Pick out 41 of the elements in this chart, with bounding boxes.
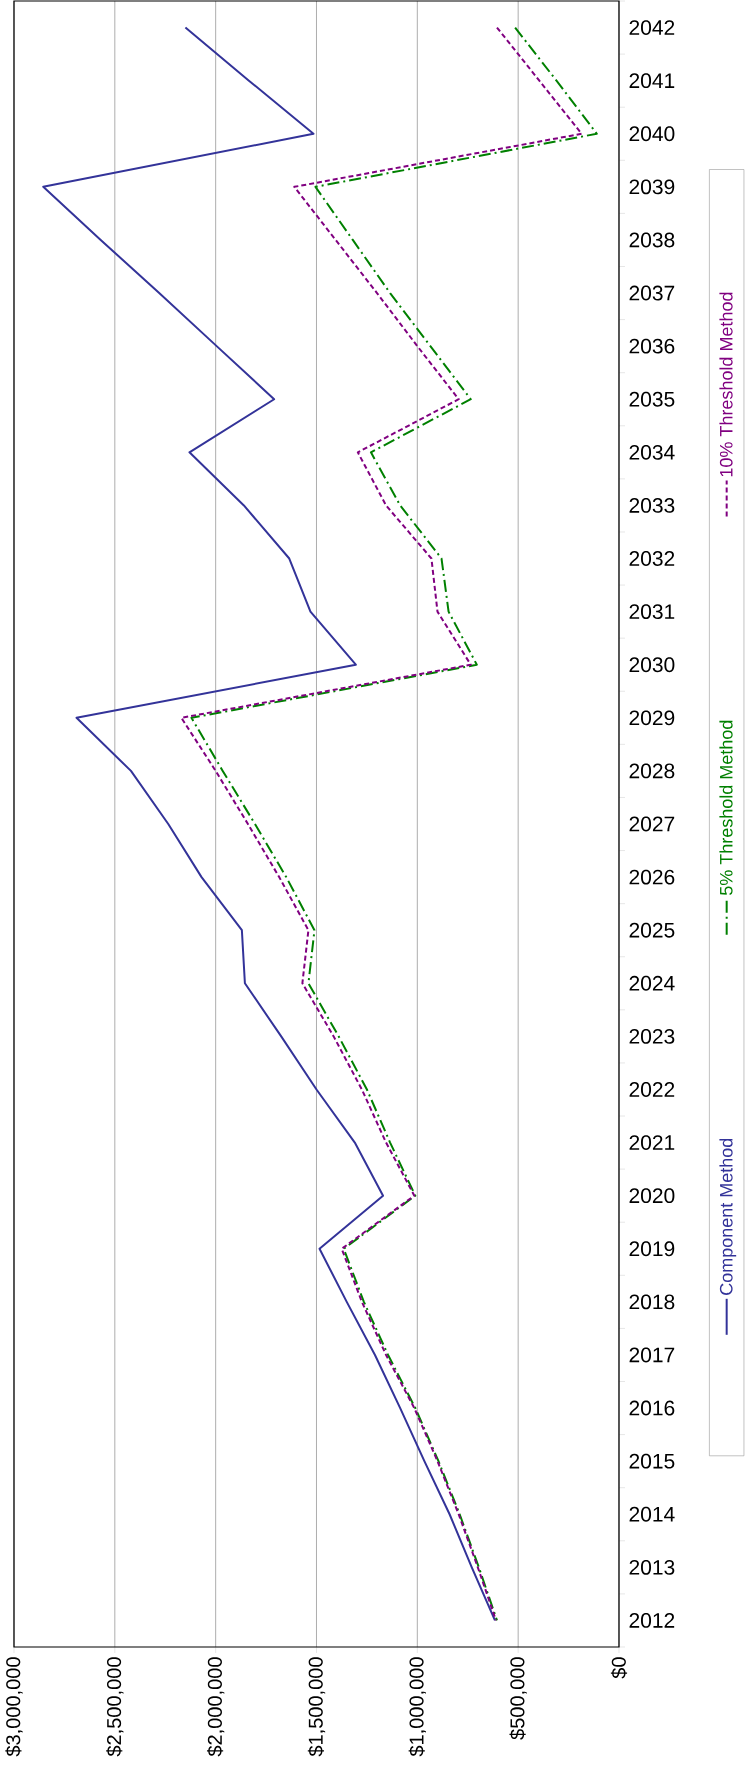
y-tick-label: 2018 (629, 1294, 675, 1310)
x-tick-label: $1,000,000 (408, 1657, 426, 1757)
y-tick-label: 2020 (629, 1188, 675, 1204)
y-tick-label: 2040 (629, 126, 675, 142)
x-tick-label: $2,500,000 (106, 1657, 124, 1757)
y-tick-label: 2037 (629, 285, 675, 301)
y-tick-label: 2029 (629, 710, 675, 726)
y-tick-label: 2036 (629, 338, 675, 354)
y-tick-label: 2025 (629, 922, 675, 938)
y-tick-label: 2022 (629, 1082, 675, 1097)
y-tick-label: 2019 (629, 1241, 675, 1257)
x-tick-label: $0 (610, 1657, 628, 1679)
y-tick-label: 2016 (629, 1400, 675, 1416)
y-tick-label: 2028 (629, 763, 675, 779)
y-tick-label: 2031 (629, 604, 675, 620)
text: 10% Threshold Method (719, 292, 733, 477)
x-tick-label: $1,500,000 (307, 1657, 326, 1757)
y-tick-label: 2038 (629, 232, 675, 248)
y-tick-label: 2026 (629, 869, 675, 885)
y-tick-label: 2034 (629, 444, 675, 460)
y-tick-label: 2017 (629, 1347, 675, 1363)
x-tick-label: $500,000 (509, 1657, 527, 1740)
y-tick-label: 2023 (629, 1028, 675, 1044)
x-tick-label: $3,000,000 (5, 1657, 23, 1757)
y-tick-label: 2012 (629, 1613, 675, 1628)
y-tick-label: 2024 (629, 975, 675, 991)
y-tick-label: 2035 (629, 391, 675, 407)
y-tick-label: 2013 (629, 1559, 675, 1575)
text: Component Method (719, 1138, 737, 1295)
y-tick-label: 2042 (629, 20, 675, 35)
y-tick-label: 2039 (629, 179, 675, 195)
y-tick-label: 2033 (629, 497, 675, 513)
y-tick-label: 2041 (629, 73, 675, 89)
y-tick-label: 2015 (629, 1453, 675, 1469)
y-tick-label: 2027 (629, 816, 675, 832)
text: 5% Threshold Method (719, 720, 733, 895)
y-tick-label: 2030 (629, 657, 675, 673)
y-tick-label: 2032 (629, 551, 675, 566)
x-tick-label: $2,000,000 (206, 1657, 225, 1757)
y-tick-label: 2014 (629, 1506, 675, 1522)
y-tick-label: 2021 (629, 1135, 675, 1151)
